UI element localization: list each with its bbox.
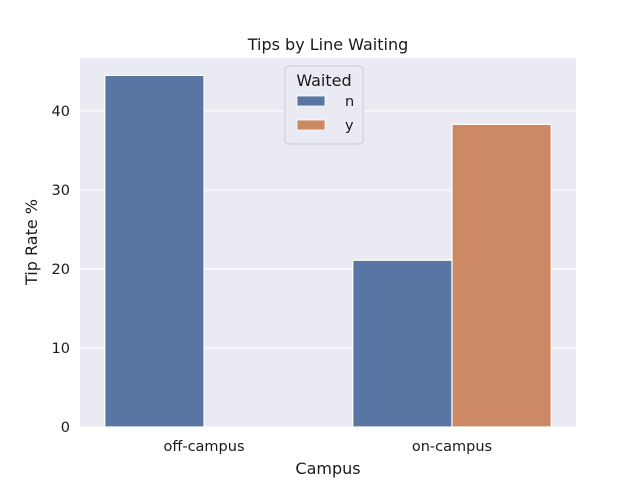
- legend: Waited ny: [284, 65, 364, 145]
- legend-label-y: y: [345, 118, 354, 134]
- y-tick-label: 40: [52, 104, 70, 120]
- y-tick-labels: 0 10 20 30 40: [52, 104, 70, 436]
- legend-label-n: n: [345, 94, 354, 110]
- x-tick-label: on-campus: [412, 439, 492, 455]
- bar-n-off-campus: [104, 74, 205, 428]
- legend-swatch-n: [296, 95, 326, 107]
- chart-title: Tips by Line Waiting: [247, 35, 409, 54]
- bar-y-on-campus: [451, 123, 552, 428]
- y-tick-label: 30: [52, 183, 70, 199]
- x-tick-labels: off-campus on-campus: [163, 439, 492, 455]
- x-tick-label: off-campus: [163, 439, 244, 455]
- y-tick-label: 10: [52, 341, 70, 357]
- y-tick-label: 0: [61, 420, 70, 436]
- x-axis-title: Campus: [295, 459, 360, 478]
- bar-n-on-campus: [352, 259, 453, 428]
- legend-title: Waited: [296, 71, 351, 90]
- legend-entries: ny: [296, 94, 354, 134]
- bars: [104, 74, 552, 428]
- legend-swatch-y: [296, 119, 326, 131]
- y-axis-title: Tip Rate %: [22, 199, 41, 286]
- y-tick-label: 20: [52, 262, 70, 278]
